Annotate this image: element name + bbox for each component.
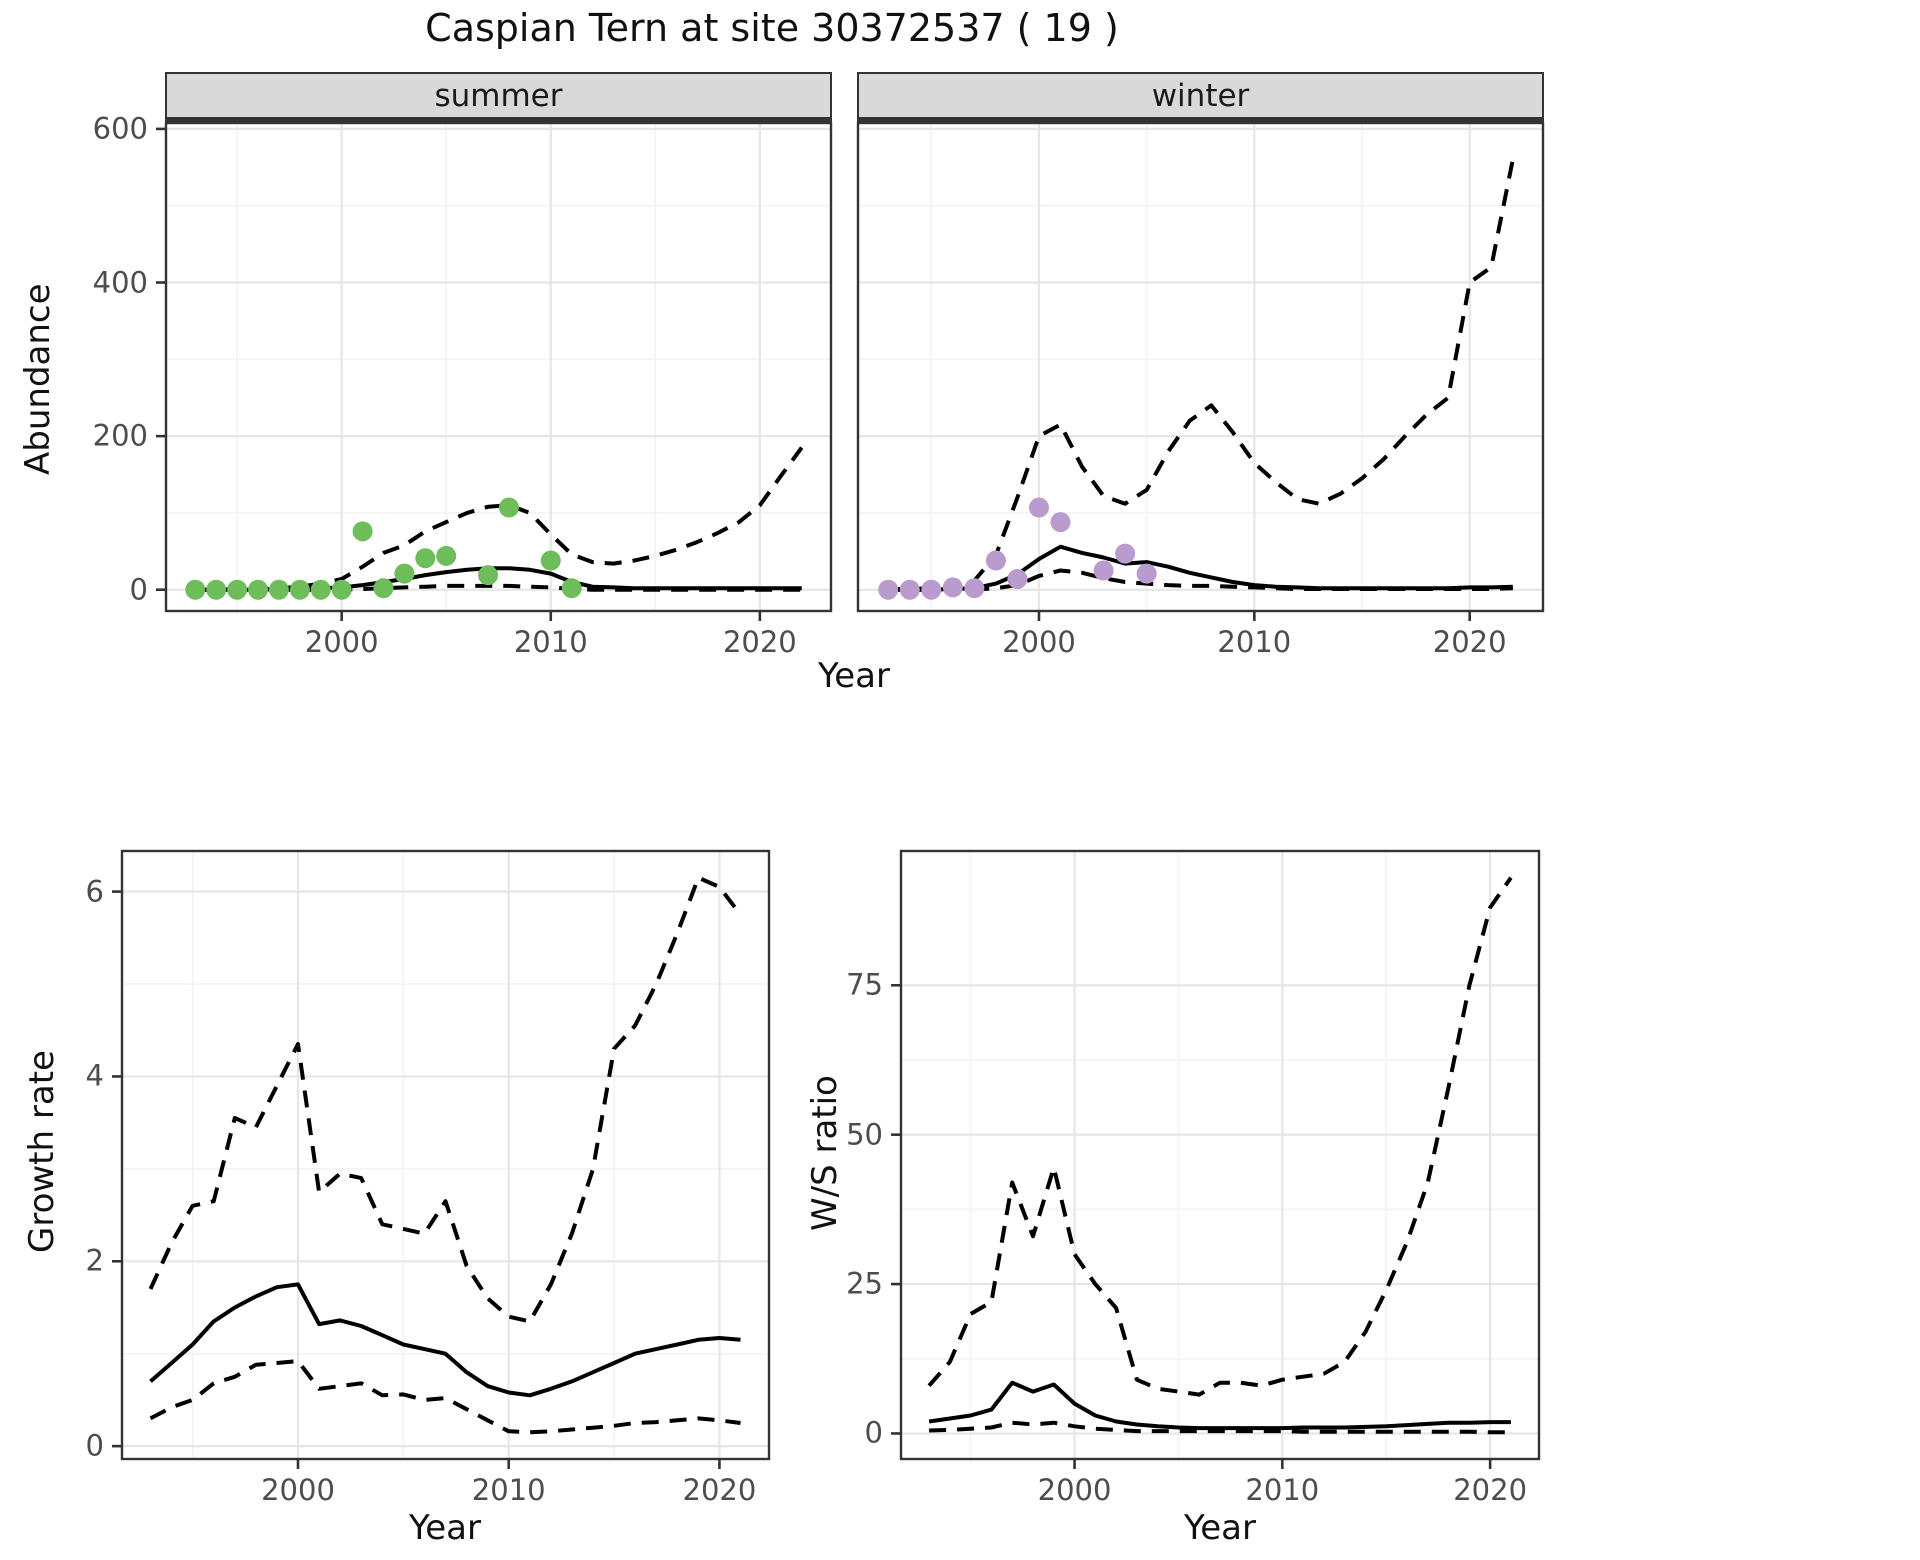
data-point-observed-counts-winter [1050,512,1071,533]
y-tick-label: 400 [92,265,148,300]
series-ci_upper_97_5-abundance-summer [195,446,804,592]
data-point-observed-counts-winter [1115,543,1136,564]
data-point-observed-counts-summer [436,545,457,566]
data-point-observed-counts-winter [985,550,1006,571]
chart-canvas-abundance-summer [156,121,833,621]
data-point-observed-counts-summer [185,579,206,600]
y-tick-label: 200 [92,418,148,453]
panel-abundance-winter [856,121,1545,621]
data-point-observed-counts-winter [1093,560,1114,581]
x-tick-label: 2000 [1002,625,1076,659]
panel-border [856,121,1545,613]
x-tick-label: 2020 [1432,625,1507,659]
x-tick-label: 2000 [304,625,379,659]
series-median-abundance-winter [888,544,1513,592]
x-tick-label: 2010 [471,1473,546,1507]
y-tick-label: 0 [85,1428,104,1463]
series-ci_lower_2_5-ws-ratio [929,1420,1511,1435]
y-tick-label: 75 [846,967,883,1002]
data-point-observed-counts-winter [899,579,920,600]
data-point-observed-counts-summer [540,550,561,571]
panel-border [164,121,833,613]
data-point-observed-counts-summer [268,579,289,600]
y-tick-label: 600 [92,111,148,146]
series-median-ws-ratio [928,1380,1511,1431]
y-tick-label: 25 [846,1266,883,1301]
data-point-observed-counts-summer [352,521,373,542]
data-point-observed-counts-winter [964,578,985,599]
panel-border [899,849,1541,1461]
x-tick-label: 2000 [1037,1473,1112,1507]
data-point-observed-counts-winter [1136,563,1157,584]
series-ci_upper_97_5-ws-ratio [927,876,1513,1397]
series-median-growth-rate [149,1282,741,1398]
series-ci_lower_2_5-abundance-winter [888,568,1513,592]
chart-canvas-abundance-winter [856,121,1545,621]
series-ci_upper_97_5-growth-rate [148,875,743,1324]
data-point-observed-counts-summer [248,579,269,600]
facet-strip-winter: winter [857,72,1544,122]
series-ci_lower_2_5-growth-rate [149,1359,741,1435]
y-tick-label: 4 [85,1058,104,1093]
data-point-observed-counts-winter [878,579,899,600]
data-point-observed-counts-summer [289,579,310,600]
data-point-observed-counts-summer [227,579,248,600]
page-title: Caspian Tern at site 30372537 ( 19 ) [425,6,1119,50]
data-point-observed-counts-summer [373,578,394,599]
x-axis-title-top: Year [818,656,890,696]
data-point-observed-counts-summer [310,579,331,600]
data-point-observed-counts-summer [394,563,415,584]
panel-ws-ratio [891,849,1541,1469]
data-point-observed-counts-summer [561,578,582,599]
x-tick-label: 2010 [1245,1473,1320,1507]
x-tick-label: 2010 [1217,625,1292,659]
y-tick-label: 0 [129,572,148,607]
panel-border [120,849,771,1461]
y-axis-title-ws-ratio: W/S ratio [805,1075,845,1231]
y-axis-title-abundance: Abundance [18,283,58,475]
data-point-observed-counts-summer [331,579,352,600]
x-tick-label: 2010 [513,625,588,659]
x-axis-title-ws-ratio: Year [1184,1508,1256,1548]
x-tick-label: 2000 [261,1473,335,1507]
data-point-observed-counts-summer [478,565,499,586]
y-tick-label: 50 [846,1117,883,1152]
data-point-observed-counts-summer [415,548,436,569]
data-point-observed-counts-summer [206,579,227,600]
y-tick-label: 2 [85,1243,104,1278]
chart-canvas-growth-rate [112,849,771,1469]
facet-label-summer: summer [434,77,563,114]
data-point-observed-counts-winter [942,577,963,598]
facet-strip-summer: summer [165,72,832,122]
data-point-observed-counts-winter [1007,568,1028,589]
panel-abundance-summer [156,121,833,621]
x-tick-label: 2020 [722,625,797,659]
data-point-observed-counts-winter [1028,497,1049,518]
x-tick-label: 2020 [1453,1473,1528,1507]
chart-canvas-ws-ratio [891,849,1541,1469]
facet-label-winter: winter [1151,77,1250,114]
data-point-observed-counts-summer [498,497,519,518]
x-axis-title-growth-rate: Year [409,1508,481,1548]
data-point-observed-counts-winter [921,579,942,600]
y-tick-label: 6 [85,874,104,909]
x-tick-label: 2020 [682,1473,757,1507]
y-tick-label: 0 [864,1415,883,1450]
panel-growth-rate [112,849,771,1469]
